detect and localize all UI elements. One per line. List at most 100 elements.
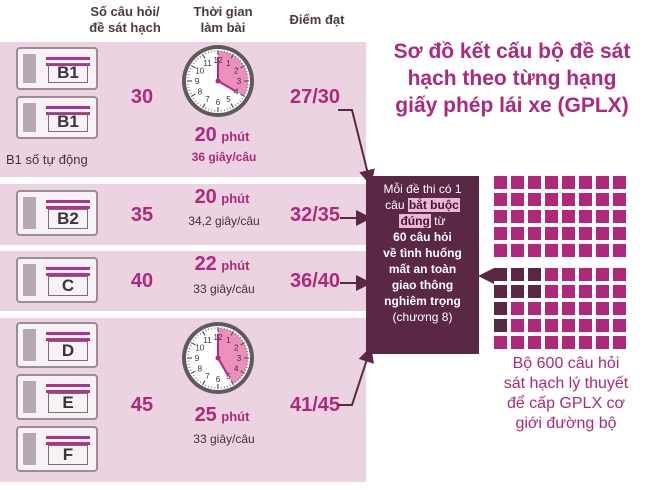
question-square: [562, 176, 575, 189]
question-square: [528, 210, 541, 223]
score-c: 36/40: [289, 270, 341, 292]
per-question-b1: 36 giây/câu: [191, 150, 257, 164]
question-bank-caption: Bộ 600 câu hỏi sát hạch lý thuyết để cấp …: [503, 355, 629, 432]
question-square: [511, 227, 524, 240]
questions-c: 40: [130, 270, 154, 292]
svg-text:10: 10: [195, 344, 204, 353]
question-square: [613, 227, 626, 240]
time-c: 22 phút: [194, 253, 250, 275]
question-square: [545, 285, 558, 298]
question-square: [494, 193, 507, 206]
question-square: [562, 285, 575, 298]
question-square: [562, 319, 575, 332]
question-square: [562, 227, 575, 240]
question-square: [579, 210, 592, 223]
svg-text:8: 8: [198, 88, 203, 97]
question-square: [613, 268, 626, 281]
question-square: [596, 319, 609, 332]
question-square: [579, 319, 592, 332]
per-question-def: 33 giây/câu: [193, 432, 255, 446]
question-square: [545, 268, 558, 281]
question-square: [528, 268, 541, 281]
question-square: [562, 268, 575, 281]
question-square: [579, 268, 592, 281]
question-square: [596, 210, 609, 223]
questions-header: Số câu hỏi/đề sát hạch: [89, 4, 161, 35]
time-header: Thời gian làm bài: [193, 4, 253, 35]
mandatory-question-box: Mỗi đề thi có 1 câu bắt buộc đúng từ 60 …: [366, 176, 479, 354]
svg-text:5: 5: [226, 372, 231, 381]
question-square: [579, 176, 592, 189]
score-header: Điểm đạt: [289, 12, 345, 27]
svg-text:10: 10: [195, 67, 204, 76]
question-square: [494, 302, 507, 315]
question-square: [596, 176, 609, 189]
license-card-b1: B1: [16, 47, 98, 90]
svg-text:4: 4: [234, 88, 239, 97]
question-square: [596, 302, 609, 315]
question-square: [494, 319, 507, 332]
svg-text:2: 2: [234, 67, 239, 76]
question-square: [511, 244, 524, 257]
question-square: [613, 244, 626, 257]
svg-text:6: 6: [216, 98, 221, 107]
question-square: [579, 227, 592, 240]
question-square: [528, 336, 541, 349]
question-square: [494, 210, 507, 223]
question-square: [596, 227, 609, 240]
question-square: [494, 336, 507, 349]
question-square: [545, 193, 558, 206]
question-square: [494, 285, 507, 298]
question-square: [511, 176, 524, 189]
page-title: Sơ đồ kết cấu bộ đề sát hạch theo từng hạ…: [393, 40, 631, 117]
question-square: [528, 285, 541, 298]
question-square: [579, 193, 592, 206]
question-square: [562, 210, 575, 223]
questions-def: 45: [130, 394, 154, 416]
question-square: [596, 336, 609, 349]
question-square: [545, 319, 558, 332]
question-square: [528, 193, 541, 206]
clock-icon: 123456789101112: [182, 45, 254, 117]
question-square: [494, 176, 507, 189]
license-card-c: C: [16, 257, 98, 303]
question-square: [511, 336, 524, 349]
question-bank-grid-top: [494, 176, 626, 257]
question-square: [511, 210, 524, 223]
per-question-c: 33 giây/câu: [193, 282, 255, 296]
question-square: [579, 244, 592, 257]
question-square: [613, 285, 626, 298]
question-square: [545, 302, 558, 315]
questions-b1: 30: [130, 86, 154, 108]
question-bank-grid-bottom: [494, 268, 626, 349]
svg-text:1: 1: [226, 336, 231, 345]
question-square: [528, 244, 541, 257]
svg-text:9: 9: [195, 77, 200, 86]
license-card-b2: B2: [16, 190, 98, 236]
per-question-b2: 34,2 giây/câu: [188, 214, 260, 228]
time-b1: 20 phút: [194, 124, 250, 146]
time-def: 25 phút: [194, 404, 250, 426]
b1-note: B1 số tự động: [6, 152, 88, 167]
license-card-d: D: [16, 322, 98, 368]
svg-text:11: 11: [203, 336, 212, 345]
score-def: 41/45: [289, 394, 341, 416]
question-square: [613, 336, 626, 349]
question-square: [528, 227, 541, 240]
question-square: [511, 193, 524, 206]
svg-text:3: 3: [237, 354, 242, 363]
svg-text:7: 7: [205, 95, 210, 104]
license-card-e: E: [16, 374, 98, 420]
question-square: [613, 319, 626, 332]
question-square: [562, 336, 575, 349]
question-square: [545, 336, 558, 349]
question-square: [528, 302, 541, 315]
question-square: [494, 227, 507, 240]
question-square: [579, 285, 592, 298]
question-square: [545, 244, 558, 257]
svg-text:3: 3: [237, 77, 242, 86]
question-square: [613, 176, 626, 189]
question-square: [579, 302, 592, 315]
license-card-b1-automatic: B1: [16, 96, 98, 139]
